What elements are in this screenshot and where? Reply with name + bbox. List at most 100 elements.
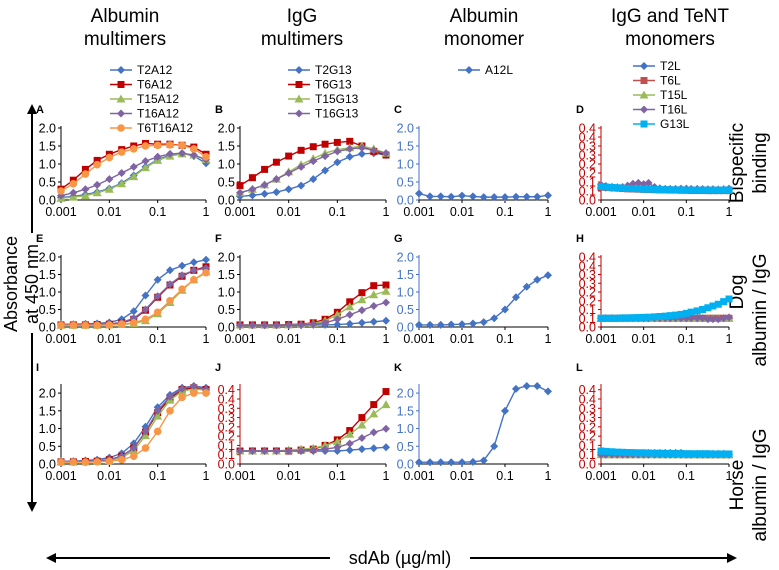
panel-label-E: E (36, 233, 43, 245)
col-header-2-line-1: IgG (287, 6, 318, 27)
data-point-A12L (447, 320, 456, 329)
x-tick-label: 0.1 (496, 205, 513, 219)
data-point-G13L (640, 313, 648, 321)
data-point-T16A12 (153, 292, 162, 301)
y-tick-label: 1.0 (397, 158, 414, 172)
y-tick-label: 0.2 (218, 420, 235, 434)
series-G13L (597, 295, 733, 322)
data-point-T15A12 (140, 163, 150, 172)
x-tick-label: 0.1 (496, 469, 513, 483)
data-point-A12L (415, 320, 423, 329)
data-point-T6T16A12 (117, 148, 126, 156)
data-point-T16A12 (178, 384, 187, 393)
data-point-T16G13 (357, 434, 366, 442)
x-tick-label: 0.01 (97, 332, 121, 346)
data-point-T6T16A12 (105, 457, 114, 465)
x-tick-label: 0.1 (678, 205, 695, 219)
data-point-G13L (693, 307, 701, 315)
x-tick-label: 0.1 (496, 332, 513, 346)
data-point-T2G13 (369, 444, 378, 453)
data-point-T2G13 (272, 188, 281, 197)
data-point-T16G13 (284, 447, 293, 455)
row-label-3-line-2: albumin / IgG (750, 429, 771, 542)
y-tick-label: 1.5 (397, 404, 414, 418)
col-header-3-line-2: monomer (444, 29, 525, 50)
y-tick-label: 1.0 (39, 422, 56, 436)
y-tick-label: 0.4 (579, 122, 596, 136)
y-tick-label: 0.4 (579, 259, 596, 273)
data-point-T16G13 (297, 320, 306, 329)
x-tick-label: 0.1 (149, 205, 166, 219)
panel-I: I 0.0 0.5 1.0 1.5 2.0 0.001 0.01 0.1 1 (36, 362, 211, 483)
data-point-G13L (704, 304, 712, 312)
data-point-A12L (436, 320, 445, 329)
data-point-T6T16A12 (105, 321, 114, 329)
data-point-A12L (468, 457, 477, 466)
data-point-T15G13 (369, 290, 379, 299)
data-point-T16G13 (236, 447, 244, 455)
data-point-A12L (468, 192, 477, 201)
data-point-T6T16A12 (178, 285, 186, 294)
data-point-A12L (511, 192, 520, 201)
y-tick-label: 0.1 (579, 185, 596, 199)
panel-label-D: D (576, 104, 584, 116)
data-point-A12L (522, 282, 531, 291)
data-point-G13L (651, 185, 659, 193)
data-point-T16A12 (189, 266, 198, 275)
data-point-T6T16A12 (69, 321, 78, 330)
data-point-G13L (619, 314, 627, 322)
data-point-G13L (629, 314, 637, 322)
data-point-A12L (415, 189, 423, 198)
data-point-T16A12 (166, 392, 175, 401)
col-header-2-line-2: multimers (261, 29, 343, 50)
panel-label-L: L (576, 362, 583, 374)
panel-H: H0.00.10.10.20.20.30.30.40.40.001 0.01 0.1… (576, 233, 734, 346)
col-header-4-line-2: monomers (625, 29, 715, 50)
y-tick-label: 2.0 (39, 122, 56, 136)
data-point-G13L (725, 450, 733, 458)
x-tick-label: 0.1 (329, 332, 346, 346)
data-point-G13L (687, 308, 695, 316)
data-point-G13L (720, 186, 728, 194)
data-point-T16A12 (166, 149, 175, 158)
y-tick-label: 0.3 (218, 402, 235, 416)
data-point-G13L (624, 314, 632, 322)
data-point-T6T16A12 (117, 320, 126, 329)
data-point-G13L (709, 302, 717, 310)
y-tick-label: 1.0 (39, 286, 56, 300)
data-point-A12L (479, 318, 488, 327)
data-point-T16A12 (178, 271, 187, 280)
data-point-T16L (698, 314, 707, 323)
data-point-T6G13 (261, 165, 269, 173)
legend-marker-T15L (639, 90, 649, 99)
data-point-T2G13 (382, 443, 390, 452)
data-point-T6G13 (309, 143, 317, 151)
x-tick-label: 0.001 (45, 205, 76, 219)
panel-K: K 0.0 0.5 1.0 1.5 2.0 0.001 0.01 0.1 1 (394, 362, 552, 483)
data-point-T2G13 (369, 317, 378, 326)
data-point-T16G13 (345, 310, 354, 319)
data-point-T16A12 (153, 152, 162, 161)
data-point-T16A12 (105, 175, 114, 184)
row-label-3-line-1: Horse (727, 460, 748, 511)
col-header-1-line-2: multimers (84, 29, 166, 50)
panel-label-B: B (215, 104, 223, 116)
data-point-T6A12 (81, 165, 89, 173)
data-point-T16G13 (321, 445, 330, 454)
data-point-G13L (720, 450, 728, 458)
panel-label-F: F (215, 233, 222, 245)
data-point-T15A12 (153, 411, 163, 420)
data-point-T2G13 (321, 166, 330, 175)
data-point-T2G13 (345, 446, 354, 455)
legend-marker-T6T16A12 (117, 124, 125, 132)
data-point-T6T16A12 (166, 296, 174, 305)
data-point-A12L (415, 458, 423, 467)
data-point-T16G13 (248, 185, 257, 194)
data-point-T15A12 (80, 191, 90, 200)
y-tick-label: 2.0 (397, 387, 414, 401)
data-point-G13L (725, 186, 733, 194)
legend-label-T2G13: T2G13 (315, 63, 352, 77)
x-tick-label: 0.1 (329, 205, 346, 219)
data-point-G13L (602, 314, 610, 322)
